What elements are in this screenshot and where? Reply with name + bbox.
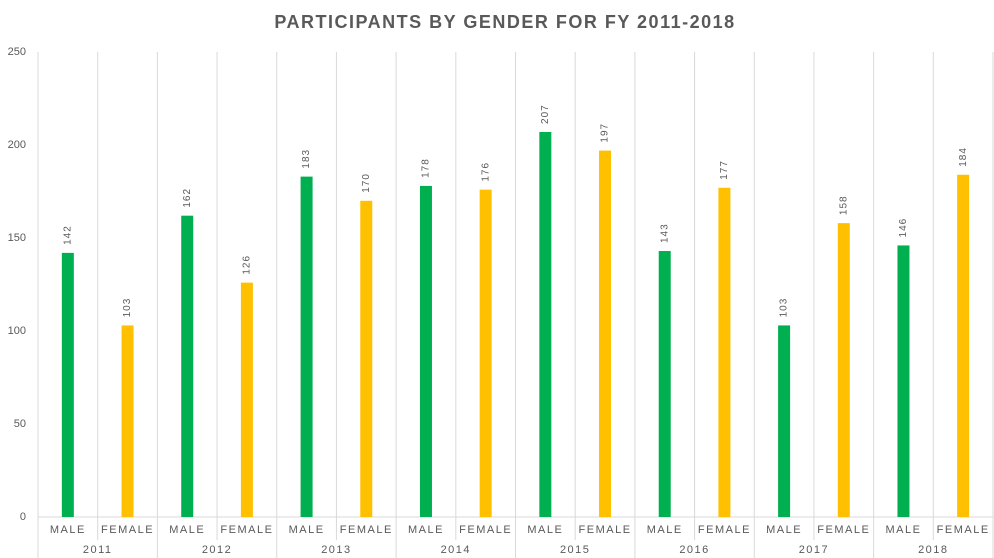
data-label: 207 xyxy=(540,104,551,124)
x-tick-label: FEMALE xyxy=(101,524,154,536)
bar xyxy=(897,245,910,517)
x-tick-label: FEMALE xyxy=(579,524,632,536)
y-tick-label: 50 xyxy=(14,418,26,430)
x-group-label: 2014 xyxy=(441,544,471,556)
data-label: 146 xyxy=(898,218,909,238)
data-label: 183 xyxy=(301,149,312,169)
data-label: 176 xyxy=(480,162,491,182)
x-tick-label: MALE xyxy=(50,524,86,536)
bar xyxy=(718,187,731,517)
bar xyxy=(658,251,671,517)
x-tick-label: MALE xyxy=(527,524,563,536)
x-tick-label: MALE xyxy=(289,524,325,536)
y-tick-label: 100 xyxy=(8,325,26,337)
x-group-label: 2018 xyxy=(918,544,948,556)
bar xyxy=(778,325,791,517)
bar xyxy=(61,252,74,517)
data-label: 103 xyxy=(122,298,133,318)
data-label: 177 xyxy=(719,160,730,180)
x-tick-label: FEMALE xyxy=(817,524,870,536)
data-label: 126 xyxy=(242,255,253,275)
data-label: 184 xyxy=(958,147,969,167)
chart-title: PARTICIPANTS BY GENDER FOR FY 2011-2018 xyxy=(274,12,735,32)
data-label: 103 xyxy=(779,298,790,318)
data-label: 170 xyxy=(361,173,372,193)
data-label: 162 xyxy=(182,188,193,208)
data-label: 143 xyxy=(659,223,670,243)
x-tick-label: MALE xyxy=(766,524,802,536)
x-tick-label: FEMALE xyxy=(698,524,751,536)
y-tick-label: 0 xyxy=(20,511,26,523)
x-tick-label: MALE xyxy=(885,524,921,536)
y-tick-label: 250 xyxy=(8,46,26,58)
x-tick-label: FEMALE xyxy=(937,524,990,536)
data-label: 158 xyxy=(838,195,849,215)
y-tick-label: 200 xyxy=(8,139,26,151)
bar xyxy=(300,176,313,517)
bar xyxy=(957,174,970,517)
bar xyxy=(837,223,850,517)
bar xyxy=(360,200,373,518)
x-tick-label: MALE xyxy=(647,524,683,536)
bar xyxy=(599,150,612,517)
bar xyxy=(240,282,253,517)
x-tick-label: MALE xyxy=(408,524,444,536)
x-tick-label: FEMALE xyxy=(340,524,393,536)
bar xyxy=(181,215,194,517)
x-tick-label: MALE xyxy=(169,524,205,536)
data-label: 142 xyxy=(62,225,73,245)
x-group-label: 2017 xyxy=(799,544,829,556)
x-group-label: 2016 xyxy=(679,544,709,556)
x-group-label: 2015 xyxy=(560,544,590,556)
x-tick-label: FEMALE xyxy=(220,524,273,536)
bar xyxy=(121,325,134,517)
x-group-label: 2012 xyxy=(202,544,232,556)
x-tick-label: FEMALE xyxy=(459,524,512,536)
x-group-label: 2013 xyxy=(321,544,351,556)
data-label: 197 xyxy=(600,123,611,143)
x-group-label: 2011 xyxy=(83,544,113,556)
bar xyxy=(419,185,432,518)
data-label: 178 xyxy=(421,158,432,178)
y-tick-label: 150 xyxy=(8,232,26,244)
bar xyxy=(479,189,492,517)
bar xyxy=(539,131,552,518)
